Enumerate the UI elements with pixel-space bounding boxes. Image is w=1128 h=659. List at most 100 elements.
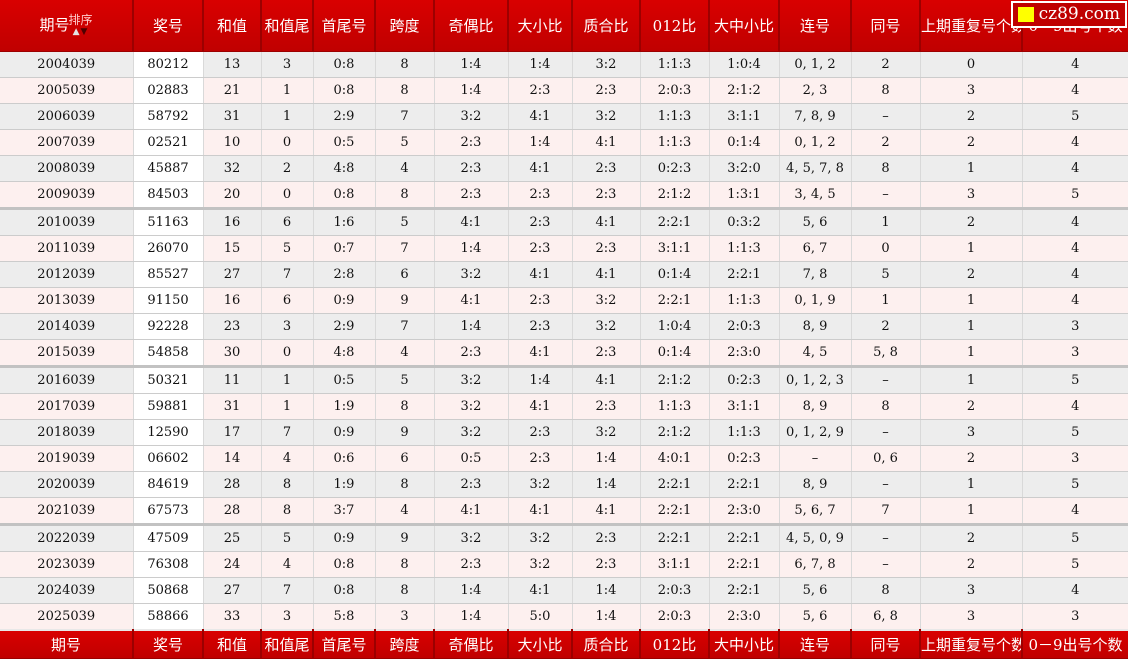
cell-kuadu: 8: [375, 393, 435, 420]
cell-daxiaobi: 4:1: [508, 155, 573, 182]
cell-kuadu: 9: [375, 287, 435, 314]
cell-dazhongxiaobi: 0:1:4: [709, 129, 780, 156]
sort-control[interactable]: 排序 ▲▼: [68, 14, 92, 36]
cell-zhihebi: 3:2: [572, 419, 641, 446]
site-logo[interactable]: cz89.com: [1010, 1, 1127, 28]
cell-hezhiwei: 0: [261, 181, 314, 210]
sort-desc-icon[interactable]: ▼: [80, 26, 89, 37]
cell-lianhao: 5, 6, 7: [779, 497, 852, 526]
cell-lianhao: 0, 1, 2: [779, 129, 852, 156]
cell-shouweihao: 0:5: [313, 129, 376, 156]
footer-header-daxiaobi: 大小比: [508, 629, 573, 659]
cell-qihao: 2017039: [0, 393, 134, 420]
cell-lianhao: 3, 4, 5: [779, 181, 852, 210]
cell-lianhao: 4, 5, 0, 9: [779, 524, 852, 552]
cell-kuadu: 5: [375, 208, 435, 236]
footer-header-kuadu: 跨度: [375, 629, 435, 659]
cell-lianhao: 8, 9: [779, 393, 852, 420]
cell-hezhiwei: 1: [261, 103, 314, 130]
cell-hezhi: 32: [203, 155, 262, 182]
cell-lianhao: 7, 8, 9: [779, 103, 852, 130]
cell-tonghao: –: [851, 551, 921, 578]
sort-asc-icon[interactable]: ▲: [72, 26, 81, 37]
cell-bi012: 1:1:3: [640, 51, 710, 78]
cell-daxiaobi: 4:1: [508, 393, 573, 420]
cell-shouweihao: 0:8: [313, 551, 376, 578]
cell-jianghao: 59881: [133, 393, 204, 420]
cell-tonghao: 1: [851, 208, 921, 236]
column-header-hezhi: 和值: [203, 0, 262, 52]
cell-zhihebi: 1:4: [572, 471, 641, 498]
column-header-hezhiwei: 和值尾: [261, 0, 314, 52]
table-header: 期号 排序 ▲▼ 奖号 和值 和值尾 首尾号 跨度 奇偶比 大小比 质合比 012比 大中小比 连号…: [0, 0, 1128, 52]
cell-zhihebi: 2:3: [572, 235, 641, 262]
table-row: 2011039 26070 15 5 0:7 7 1:4 2:3 2:3 3:1:1 1:1:3 6,…: [0, 235, 1128, 262]
cell-zhihebi: 1:4: [572, 445, 641, 472]
cell-daxiaobi: 3:2: [508, 551, 573, 578]
table-row: 2019039 06602 14 4 0:6 6 0:5 2:3 1:4 4:0:1 0:2:3–0…: [0, 445, 1128, 472]
cell-qihao: 2020039: [0, 471, 134, 498]
cell-jianghao: 45887: [133, 155, 204, 182]
cell-zhihebi: 3:2: [572, 287, 641, 314]
cell-kuadu: 9: [375, 419, 435, 446]
cell-chuhao09: 4: [1022, 129, 1128, 156]
cell-qihao: 2011039: [0, 235, 134, 262]
cell-kuadu: 8: [375, 471, 435, 498]
cell-dazhongxiaobi: 2:3:0: [709, 603, 780, 631]
logo-text[interactable]: cz89.com: [1038, 4, 1120, 24]
cell-jianghao: 06602: [133, 445, 204, 472]
table-row: 2020039 84619 28 8 1:9 8 2:3 3:2 1:4 2:2:1 2:2:1 8,…: [0, 471, 1128, 498]
cell-tonghao: –: [851, 181, 921, 210]
cell-zhihebi: 2:3: [572, 551, 641, 578]
cell-kuadu: 8: [375, 181, 435, 210]
footer-header-chuhao09: 0－9出号个数: [1022, 629, 1128, 659]
cell-tonghao: 6, 8: [851, 603, 921, 631]
cell-hezhi: 16: [203, 208, 262, 236]
period-header-label: 期号: [39, 15, 70, 34]
cell-dazhongxiaobi: 1:0:4: [709, 51, 780, 78]
cell-lianhao: –: [779, 445, 852, 472]
cell-shangqichongfu: 2: [920, 524, 1023, 552]
cell-dazhongxiaobi: 2:0:3: [709, 313, 780, 340]
cell-jianghao: 58792: [133, 103, 204, 130]
cell-tonghao: 2: [851, 51, 921, 78]
cell-lianhao: 4, 5: [779, 339, 852, 368]
cell-dazhongxiaobi: 2:2:1: [709, 261, 780, 288]
cell-hezhiwei: 7: [261, 419, 314, 446]
cell-chuhao09: 5: [1022, 551, 1128, 578]
column-header-zhihebi: 质合比: [572, 0, 641, 52]
cell-zhihebi: 4:1: [572, 366, 641, 394]
cell-daxiaobi: 2:3: [508, 208, 573, 236]
cell-bi012: 2:2:1: [640, 287, 710, 314]
cell-jianghao: 02521: [133, 129, 204, 156]
table-row: 2005039 02883 21 1 0:8 8 1:4 2:3 2:3 2:0:3 2:1:2 2,…: [0, 77, 1128, 104]
cell-dazhongxiaobi: 2:2:1: [709, 471, 780, 498]
cell-jioubi: 0:5: [434, 445, 509, 472]
cell-tonghao: –: [851, 419, 921, 446]
cell-jianghao: 12590: [133, 419, 204, 446]
cell-hezhi: 33: [203, 603, 262, 631]
table-body: 2004039 80212 13 3 0:8 8 1:4 1:4 3:2 1:1:3 1:0:4 0,…: [0, 51, 1128, 631]
sort-label[interactable]: 排序: [68, 13, 93, 28]
cell-shouweihao: 0:9: [313, 524, 376, 552]
cell-shangqichongfu: 1: [920, 339, 1023, 368]
cell-shouweihao: 4:8: [313, 155, 376, 182]
cell-hezhiwei: 6: [261, 287, 314, 314]
cell-dazhongxiaobi: 3:1:1: [709, 393, 780, 420]
cell-zhihebi: 1:4: [572, 577, 641, 604]
cell-zhihebi: 2:3: [572, 181, 641, 210]
cell-chuhao09: 5: [1022, 366, 1128, 394]
cell-shouweihao: 4:8: [313, 339, 376, 368]
cell-lianhao: 7, 8: [779, 261, 852, 288]
table-row: 2021039 67573 28 8 3:7 4 4:1 4:1 4:1 2:2:1 2:3:0 5,…: [0, 497, 1128, 526]
cell-qihao: 2019039: [0, 445, 134, 472]
cell-hezhi: 25: [203, 524, 262, 552]
cell-hezhi: 28: [203, 497, 262, 526]
cell-jioubi: 1:4: [434, 313, 509, 340]
cell-jioubi: 3:2: [434, 103, 509, 130]
cell-jianghao: 54858: [133, 339, 204, 368]
cell-jioubi: 2:3: [434, 155, 509, 182]
cell-bi012: 2:1:2: [640, 366, 710, 394]
cell-tonghao: 8: [851, 155, 921, 182]
cell-bi012: 2:2:1: [640, 497, 710, 526]
